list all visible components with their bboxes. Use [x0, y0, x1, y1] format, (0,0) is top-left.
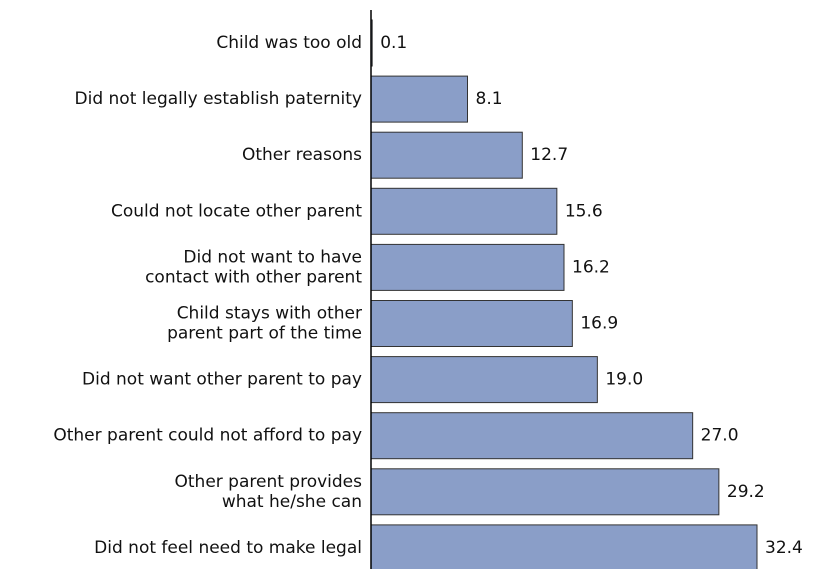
value-label: 16.9: [580, 314, 618, 334]
value-label: 15.6: [565, 201, 603, 221]
category-label: Did not want other parent to pay: [82, 370, 362, 390]
bar: [370, 524, 758, 569]
value-label: 12.7: [530, 145, 568, 165]
bar: [370, 131, 523, 179]
bar: [370, 412, 694, 460]
value-label: 27.0: [701, 426, 739, 446]
value-label: 16.2: [572, 257, 610, 277]
value-label: 29.2: [727, 482, 765, 502]
category-label: Other reasons: [242, 145, 362, 165]
value-label: 32.4: [765, 538, 803, 558]
category-label: Other parent could not afford to pay: [53, 426, 362, 446]
category-label: Other parent provides what he/she can: [175, 472, 363, 512]
category-label: Did not legally establish paternity: [75, 89, 362, 109]
value-label: 19.0: [605, 370, 643, 390]
bar: [370, 243, 565, 291]
value-label: 8.1: [476, 89, 503, 109]
category-label: Did not want to have contact with other p…: [145, 247, 362, 287]
value-label: 0.1: [380, 33, 407, 53]
category-label: Child stays with other parent part of the…: [167, 304, 362, 344]
category-label: Did not feel need to make legal: [94, 538, 362, 558]
category-label: Child was too old: [216, 33, 362, 53]
bar: [370, 300, 573, 347]
bar: [370, 187, 558, 235]
bar: [370, 468, 720, 516]
bar: [370, 75, 468, 123]
bar: [370, 356, 598, 404]
category-label: Could not locate other parent: [111, 201, 362, 221]
